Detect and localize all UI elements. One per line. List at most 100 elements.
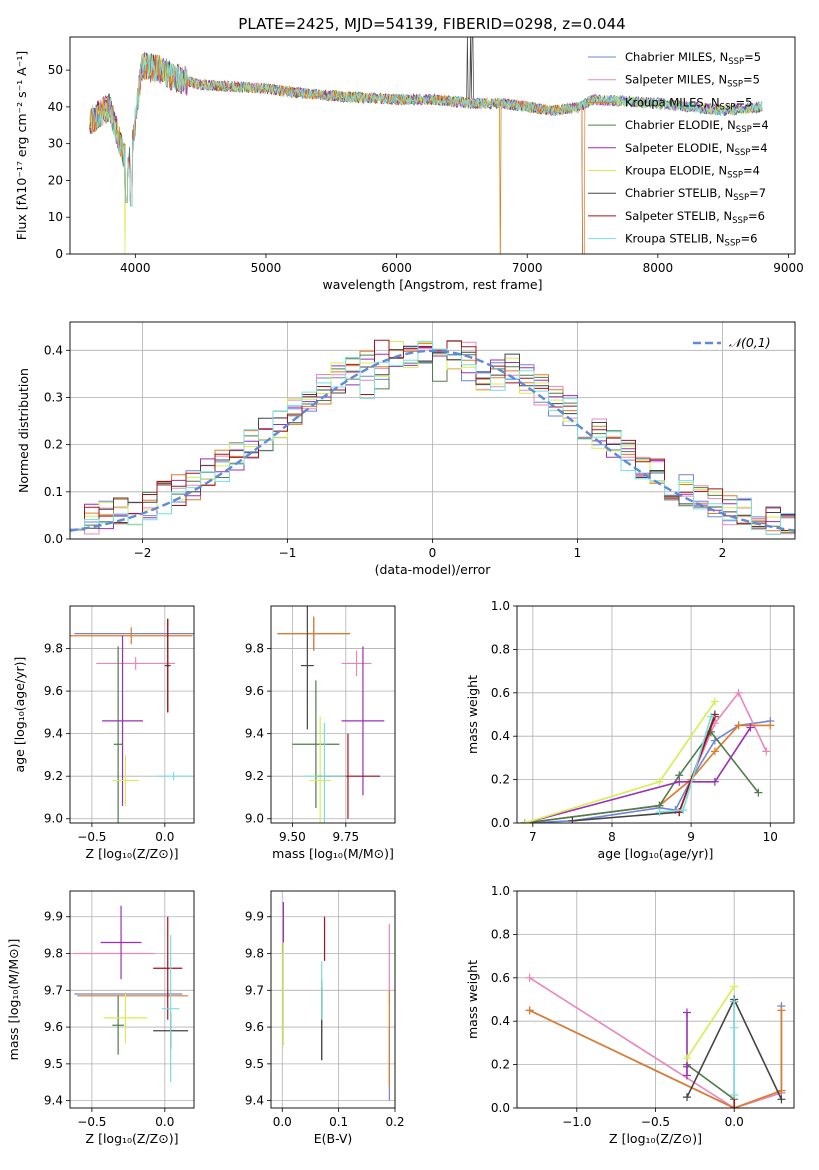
weight-marker [655, 777, 664, 786]
x-tick-label: 0.2 [385, 1115, 404, 1129]
grid-weight-vs-Z [517, 890, 794, 1109]
x-tick-label: 8000 [643, 261, 674, 275]
x-axis-label: E(B-V) [314, 1131, 353, 1146]
weight-marker [568, 816, 577, 823]
weight-marker [710, 697, 719, 706]
x-tick-label: 8 [608, 830, 616, 844]
weight-marker [710, 777, 719, 786]
y-tick-label: 0.0 [44, 532, 63, 546]
legend-entry: Chabrier MILES, NSSP=5 [625, 50, 761, 67]
y-tick-label: 0.3 [44, 390, 63, 404]
legend-entry: Chabrier ELODIE, NSSP=4 [625, 118, 769, 135]
figure-title: PLATE=2425, MJD=54139, FIBERID=0298, z=0… [238, 15, 625, 33]
panel-mass-vs-EBV: 0.0 0.1 0.2 9.4 9.5 9.6 9.7 9.8 9.9 E(B-V) [245, 890, 405, 1146]
grid-mass-vs-Z [70, 891, 194, 1108]
weight-marker [730, 1104, 739, 1108]
y-axis-label: Normed distribution [16, 368, 31, 493]
x-tick-label: 5000 [251, 261, 282, 275]
x-tick-label: 4000 [120, 261, 151, 275]
y-tick-label: 0.8 [491, 927, 510, 941]
weight-line [524, 730, 760, 823]
y-tick-label: 9.7 [245, 983, 264, 997]
y-tick-label: 9.0 [245, 812, 264, 826]
y-tick-label: 0.4 [491, 729, 510, 743]
weight-marker [706, 712, 715, 721]
panel-spectrum: 4000 5000 6000 7000 8000 9000 0 10 20 30 40 50 wavel… [14, 36, 804, 292]
weight-line [686, 1063, 735, 1100]
y-tick-label: 9.4 [44, 1094, 63, 1108]
axes-frame [270, 605, 396, 824]
weight-marker [520, 819, 529, 823]
x-tick-label: 0.0 [155, 830, 174, 844]
x-tick-label: 7 [529, 830, 537, 844]
y-tick-label: 9.8 [44, 947, 63, 961]
spectrum-line-salpeter-stelib [89, 53, 583, 254]
x-tick-label: 6000 [381, 261, 412, 275]
plot-area-residuals [70, 339, 795, 535]
x-tick-label: 2 [719, 546, 727, 560]
y-tick-label: 0.0 [491, 816, 510, 830]
weight-line [524, 724, 771, 823]
y-tick-label: 9.8 [245, 947, 264, 961]
weight-line [524, 701, 716, 823]
weight-marker [734, 721, 743, 730]
axes-frame [516, 890, 795, 1109]
weight-marker [682, 1054, 691, 1063]
x-tick-label: 9000 [773, 261, 804, 275]
y-tick-label: 9.0 [44, 812, 63, 826]
y-tick-label: 9.6 [44, 1020, 63, 1034]
x-tick-label: 7000 [512, 261, 543, 275]
y-tick-label: 9.8 [245, 642, 264, 656]
plot-area-mass-vs-Z [72, 905, 189, 1083]
y-tick-label: 30 [48, 137, 63, 151]
y-tick-label: 0.6 [491, 686, 510, 700]
weight-marker [777, 1095, 786, 1104]
weight-marker [525, 1006, 534, 1015]
weight-line [529, 1009, 783, 1108]
x-axis-label: (data-model)/error [375, 562, 492, 577]
y-axis-label: Flux [fλ10⁻¹⁷ erg cm⁻² s⁻¹ A⁻¹] [14, 51, 29, 240]
y-tick-label: 9.6 [44, 684, 63, 698]
weight-marker [766, 721, 775, 730]
x-tick-label: 0.0 [273, 1115, 292, 1129]
panel-mass-vs-Z: −0.5 0.0 9.4 9.5 9.6 9.7 9.8 9.9 Z [log₁₀(Z/Z⊙)]… [6, 890, 195, 1146]
y-tick-label: 9.6 [245, 684, 264, 698]
y-tick-label: 0.4 [491, 1014, 510, 1028]
weight-line [686, 986, 735, 1059]
x-axis-label: Z [log₁₀(Z/Z⊙)] [609, 1131, 702, 1146]
weight-marker [655, 808, 664, 817]
y-tick-label: 9.8 [44, 642, 63, 656]
x-tick-label: −2 [134, 546, 152, 560]
y-tick-label: 9.2 [245, 769, 264, 783]
y-tick-label: 9.4 [245, 1094, 264, 1108]
histogram-step [70, 340, 795, 534]
weight-line [524, 720, 771, 823]
x-tick-label: 0.1 [329, 1115, 348, 1129]
legend-entry: Salpeter ELODIE, NSSP=4 [625, 141, 768, 158]
axes-frame [69, 605, 195, 824]
weight-marker [730, 1090, 739, 1099]
y-tick-label: 50 [48, 63, 63, 77]
spectrum-legend: Chabrier MILES, NSSP=5 Salpeter MILES, NS… [588, 50, 769, 249]
y-tick-label: 9.5 [44, 1057, 63, 1071]
weight-marker [682, 1008, 691, 1017]
y-tick-label: 10 [48, 210, 63, 224]
y-tick-label: 0.1 [44, 485, 63, 499]
y-tick-label: 40 [48, 100, 63, 114]
x-tick-label: 0 [429, 546, 437, 560]
plot-area-mass-vs-EBV [282, 902, 390, 1101]
weight-marker [762, 747, 771, 756]
y-tick-label: 0.2 [491, 773, 510, 787]
x-tick-label: −1.0 [562, 1115, 591, 1129]
weight-marker [746, 723, 755, 732]
weight-marker [679, 805, 688, 814]
y-tick-label: 9.9 [245, 910, 264, 924]
panel-residuals: −2 −1 0 1 2 0.0 0.1 0.2 0.3 0.4 (data-model)/error… [16, 321, 796, 577]
axes-frame [69, 321, 796, 540]
weight-marker [675, 777, 684, 786]
weight-marker [734, 688, 743, 697]
y-tick-label: 9.4 [44, 727, 63, 741]
y-tick-label: 0.8 [491, 642, 510, 656]
x-tick-label: −0.5 [77, 1115, 106, 1129]
